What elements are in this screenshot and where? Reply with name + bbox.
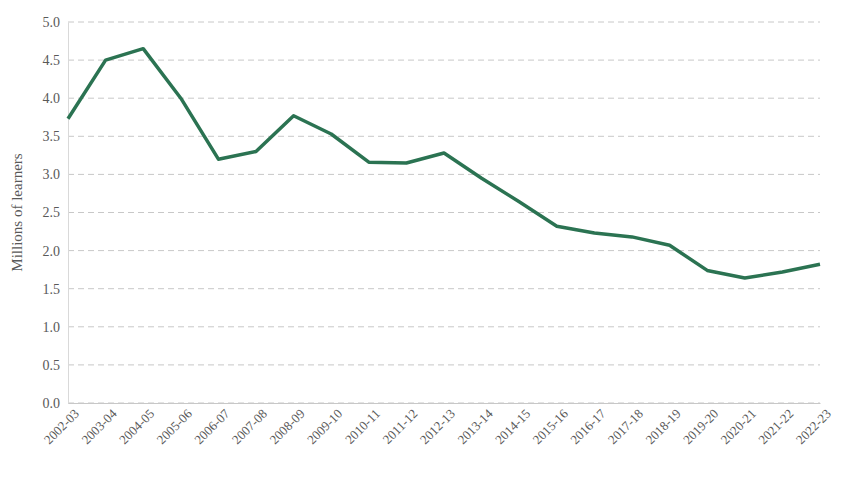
x-axis: 2002-032003-042004-052005-062006-072007-… [41,403,834,447]
x-tick: 2020-21 [718,403,759,447]
x-tick-label: 2016-17 [567,406,609,448]
x-tick-label: 2014-15 [492,406,533,447]
grid-line [68,364,820,365]
y-tick: 1.5 [43,282,69,297]
x-tick: 2005-06 [154,403,196,447]
y-tick: 5.0 [43,15,69,30]
y-tick-label: 1.0 [43,320,61,335]
x-tick-label: 2009-10 [304,406,345,447]
y-tick-label: 2.0 [43,244,61,259]
x-tick-label: 2012-13 [417,406,458,447]
x-tick-label: 2002-03 [41,406,82,447]
x-tick-label: 2018-19 [642,406,683,447]
y-tick-label: 2.5 [43,205,61,220]
x-tick: 2010-11 [342,403,383,447]
grid-line [68,403,820,404]
grid-line [68,136,820,137]
y-tick: 0.0 [43,396,69,411]
y-tick-label: 1.5 [43,282,61,297]
x-tick-label: 2017-18 [605,406,646,447]
x-tick-label: 2015-16 [530,406,572,448]
x-tick: 2014-15 [492,403,533,447]
y-tick-label: 3.0 [43,167,61,182]
x-tick: 2017-18 [605,403,646,447]
chart: 0.0 0.5 1.0 1.5 2.0 2.5 3.0 3.5 4.0 4.5 5.0 2002-03… [0,0,848,480]
y-tick: 4.5 [43,53,69,68]
x-tick: 2011-12 [380,403,421,447]
y-tick-label: 0.5 [43,358,61,373]
y-tick: 3.5 [43,129,69,144]
x-tick-label: 2006-07 [191,406,233,448]
x-tick: 2012-13 [417,403,458,447]
x-tick: 2022-23 [793,403,834,447]
x-tick-label: 2011-12 [380,406,421,447]
x-tick: 2009-10 [304,403,345,447]
grid-line [68,22,820,23]
y-tick: 0.5 [43,358,69,373]
x-tick: 2004-05 [116,403,157,447]
x-tick-label: 2013-14 [454,406,496,448]
y-tick: 2.5 [43,205,69,220]
x-tick: 2016-17 [567,403,609,447]
grid-line [68,212,820,213]
y-tick-label: 4.5 [43,53,61,68]
y-axis-line [68,23,69,404]
grid-line [68,288,820,289]
plot-area [68,49,820,278]
grid [68,22,820,403]
x-tick-label: 2019-20 [680,406,721,447]
y-tick: 3.0 [43,167,69,182]
x-tick: 2018-19 [642,403,683,447]
grid-line [68,326,820,327]
y-tick-label: 0.0 [43,396,61,411]
x-axis-line [69,403,821,404]
y-tick: 1.0 [43,320,69,335]
x-tick: 2003-04 [78,403,120,447]
x-tick: 2002-03 [41,403,82,447]
grid-line [68,250,820,251]
x-tick-label: 2007-08 [229,406,270,447]
y-tick-label: 5.0 [43,15,61,30]
x-tick: 2006-07 [191,403,233,447]
x-tick-label: 2008-09 [266,406,307,447]
x-tick: 2021-22 [755,403,796,447]
grid-line [68,60,820,61]
x-tick-label: 2020-21 [718,406,759,447]
y-axis: 0.0 0.5 1.0 1.5 2.0 2.5 3.0 3.5 4.0 4.5 5.0 [43,15,69,411]
x-tick: 2007-08 [229,403,270,447]
y-tick: 4.0 [43,91,69,106]
x-tick: 2019-20 [680,403,721,447]
x-tick-label: 2022-23 [793,406,834,447]
y-tick: 2.0 [43,244,69,259]
x-tick: 2013-14 [454,403,496,447]
grid-line [68,174,820,175]
series-line [68,49,820,278]
x-tick-label: 2021-22 [755,406,796,447]
y-tick-label: 3.5 [43,129,61,144]
x-tick-label: 2010-11 [342,406,383,447]
y-axis-title: Millions of learners [9,153,25,271]
x-tick-label: 2004-05 [116,406,157,447]
x-tick: 2015-16 [530,403,572,447]
x-tick-label: 2003-04 [78,406,120,448]
x-tick-label: 2005-06 [154,406,196,448]
x-tick: 2008-09 [266,403,307,447]
y-tick-label: 4.0 [43,91,61,106]
